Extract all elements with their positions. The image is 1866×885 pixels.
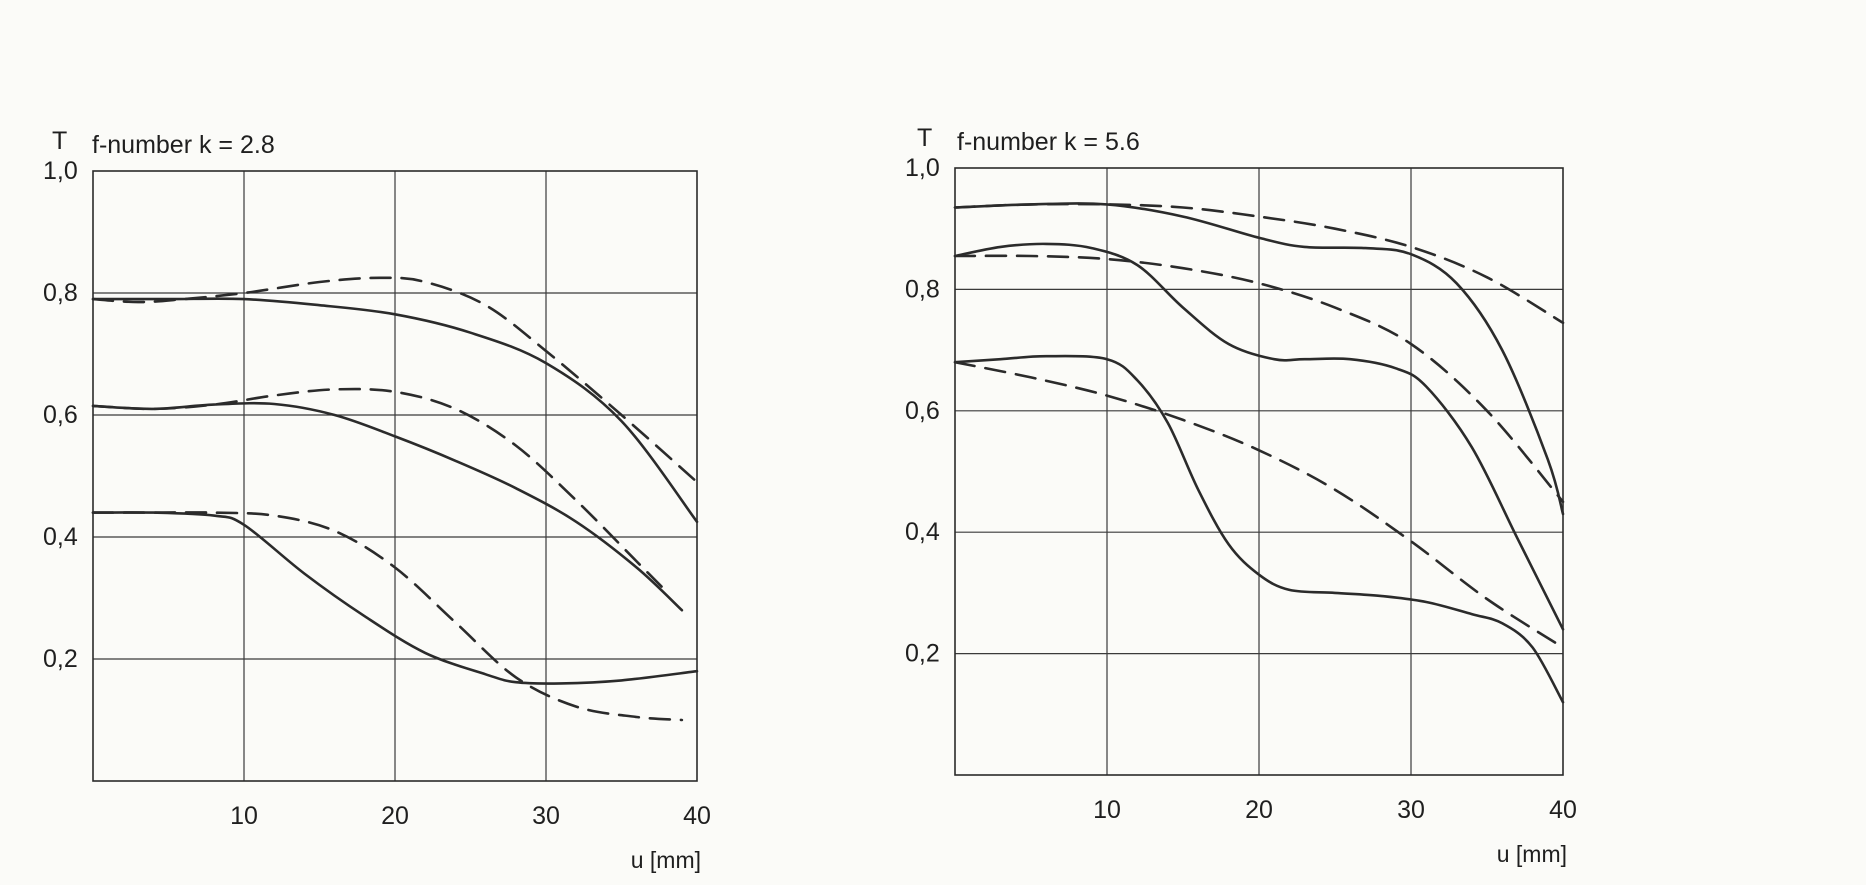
dashed-curve-3 <box>91 387 669 594</box>
y-tick-label: 0,6 <box>905 397 940 425</box>
chart-title: f-number k = 2.8 <box>92 131 275 159</box>
y-axis-letter: T <box>917 124 932 152</box>
dashed-curve-5 <box>953 360 1565 649</box>
y-tick-label: 1,0 <box>43 157 78 185</box>
dashed-curve-5 <box>91 511 684 722</box>
plot-frame <box>92 170 698 782</box>
y-tick-label: 0,2 <box>43 645 78 673</box>
x-axis-unit-label: u [mm] <box>1497 841 1567 867</box>
x-tick-label: 30 <box>1397 796 1425 824</box>
plot-frame <box>954 167 1564 776</box>
solid-curve-2 <box>91 401 684 612</box>
y-tick-label: 0,8 <box>905 275 940 303</box>
chart-title: f-number k = 5.6 <box>957 128 1140 156</box>
y-tick-labels: 1,0 0,8 0,6 0,4 0,2 <box>905 154 940 668</box>
chart-k-2-8: T f-number k = 2.8 1,0 0,8 0,6 0,4 0,2 10 20 3… <box>43 127 711 873</box>
grid <box>93 171 697 781</box>
dashed-curve-1 <box>91 276 699 484</box>
x-tick-label: 10 <box>1093 796 1121 824</box>
solid-curve-4 <box>953 354 1565 704</box>
solid-curve-4 <box>91 511 699 685</box>
x-tick-labels: 10 20 30 40 <box>1093 796 1577 824</box>
x-tick-label: 20 <box>1245 796 1273 824</box>
x-tick-label: 10 <box>230 802 258 830</box>
grid <box>955 168 1563 775</box>
y-tick-label: 0,4 <box>43 523 78 551</box>
chart-k-5-6: T f-number k = 5.6 1,0 0,8 0,6 0,4 0,2 10 20 3… <box>905 124 1577 867</box>
curves <box>953 202 1565 704</box>
dashed-curve-3 <box>953 254 1565 504</box>
y-tick-label: 0,6 <box>43 401 78 429</box>
y-axis-letter: T <box>52 127 67 155</box>
y-tick-label: 0,8 <box>43 279 78 307</box>
curves <box>91 276 699 722</box>
y-tick-label: 0,2 <box>905 640 940 668</box>
x-tick-labels: 10 20 30 40 <box>230 802 711 830</box>
y-tick-labels: 1,0 0,8 0,6 0,4 0,2 <box>43 157 78 673</box>
x-tick-label: 40 <box>1549 796 1577 824</box>
y-tick-label: 1,0 <box>905 154 940 182</box>
x-axis-unit-label: u [mm] <box>631 847 701 873</box>
x-tick-label: 20 <box>381 802 409 830</box>
y-tick-label: 0,4 <box>905 518 940 546</box>
solid-curve-2 <box>953 242 1565 631</box>
x-tick-label: 30 <box>532 802 560 830</box>
dashed-curve-1 <box>953 202 1565 325</box>
x-tick-label: 40 <box>683 802 711 830</box>
